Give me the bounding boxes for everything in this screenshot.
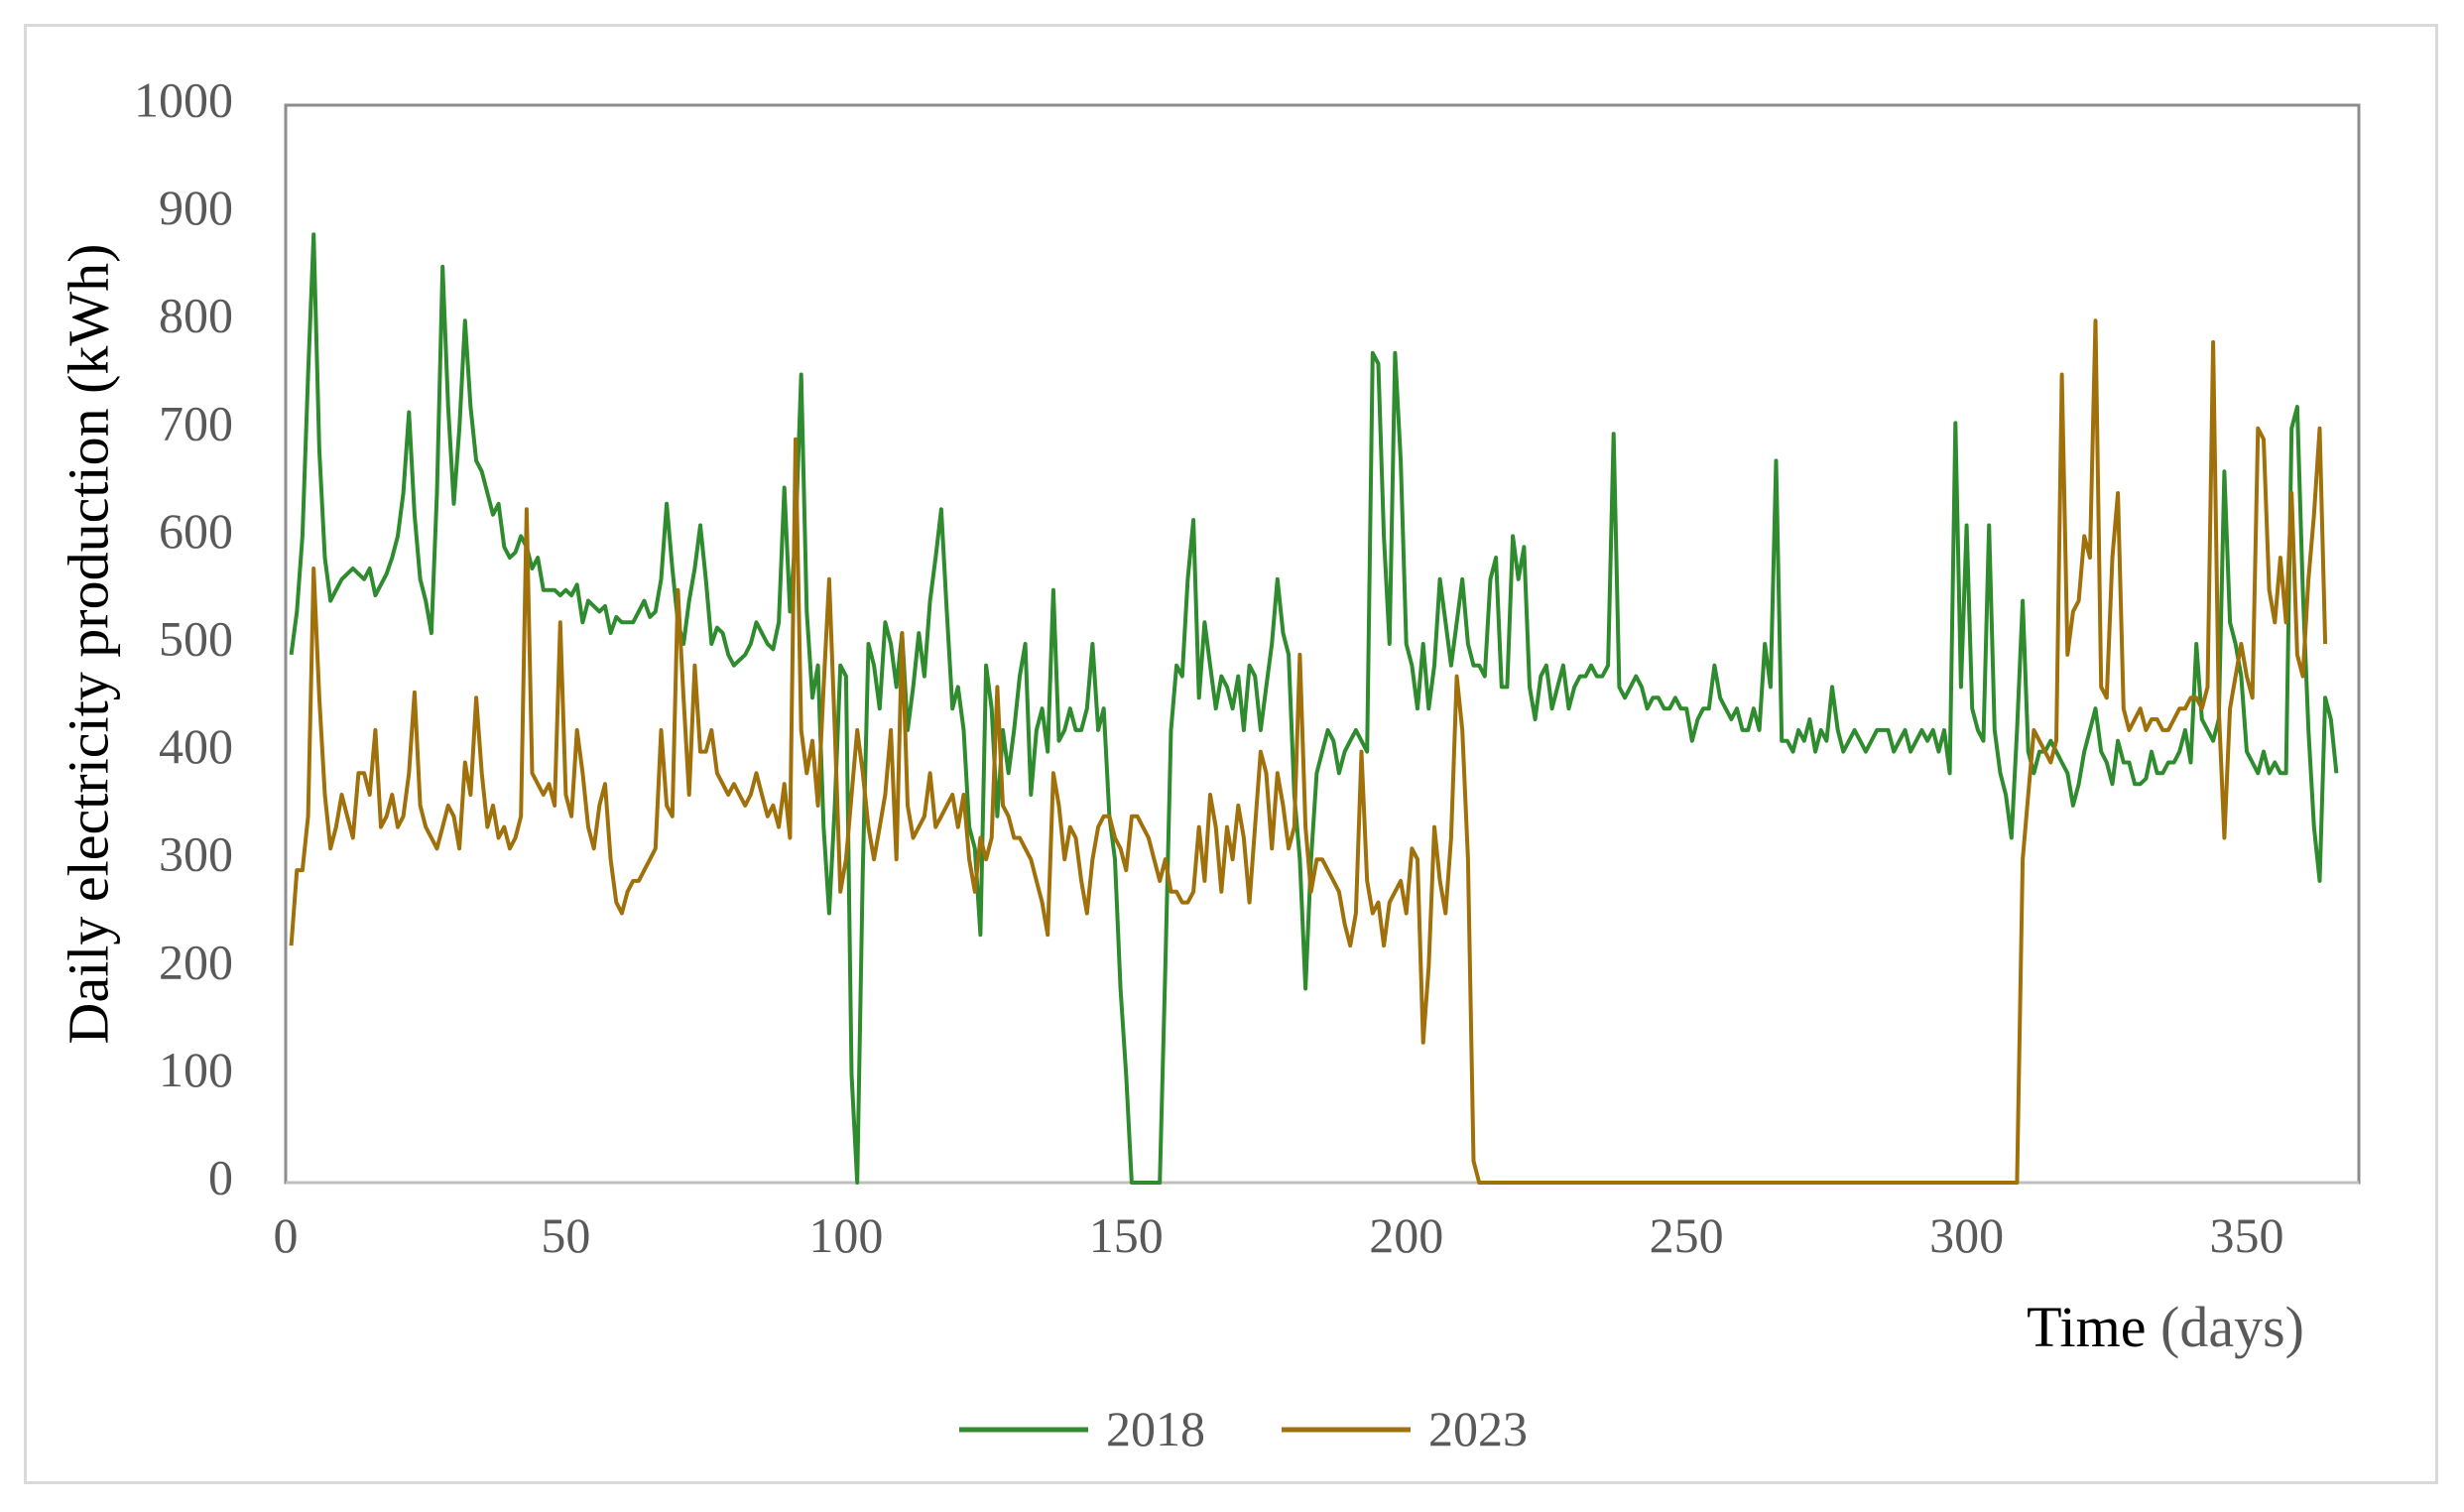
series-lines bbox=[289, 232, 2339, 1185]
legend: 2018 2023 bbox=[959, 1401, 1528, 1456]
x-tick-label: 200 bbox=[1369, 1207, 1443, 1263]
y-tick-label: 200 bbox=[159, 934, 233, 989]
chart-frame: 0 100 200 300 400 500 600 700 800 900 1000 0 50 100 1… bbox=[24, 24, 2438, 1484]
legend-label-2023: 2023 bbox=[1428, 1401, 1528, 1456]
x-axis-title-unit: (days) bbox=[2160, 1295, 2304, 1359]
x-tick-label: 0 bbox=[274, 1207, 299, 1263]
y-axis-title: Daily electricity production (kWh) bbox=[56, 244, 120, 1045]
line-chart: 0 100 200 300 400 500 600 700 800 900 1000 0 50 100 1… bbox=[56, 71, 2361, 1456]
plot-area-border bbox=[284, 103, 2361, 1185]
y-tick-label: 300 bbox=[159, 826, 233, 882]
x-tick-label: 100 bbox=[808, 1207, 883, 1263]
y-tick-label: 0 bbox=[208, 1149, 233, 1204]
x-tick-label: 150 bbox=[1089, 1207, 1164, 1263]
y-tick-label: 700 bbox=[159, 395, 233, 450]
y-tick-label: 1000 bbox=[134, 71, 233, 127]
y-tick-label: 600 bbox=[159, 503, 233, 559]
x-tick-label: 250 bbox=[1650, 1207, 1724, 1263]
x-tick-label: 350 bbox=[2210, 1207, 2284, 1263]
y-tick-label: 800 bbox=[159, 288, 233, 343]
series-line-2023 bbox=[289, 318, 2328, 1185]
legend-label-2018: 2018 bbox=[1106, 1401, 1205, 1456]
series-line-2018 bbox=[289, 232, 2339, 1185]
y-tick-label: 100 bbox=[159, 1042, 233, 1097]
x-tick-label: 300 bbox=[1929, 1207, 2004, 1263]
y-tick-label: 400 bbox=[159, 718, 233, 774]
x-axis-title: Time (days) bbox=[2027, 1295, 2304, 1359]
x-axis-title-main: Time bbox=[2027, 1295, 2146, 1359]
y-tick-label: 900 bbox=[159, 180, 233, 235]
y-axis-ticks: 0 100 200 300 400 500 600 700 800 900 1000 bbox=[134, 71, 233, 1204]
y-tick-label: 500 bbox=[159, 610, 233, 666]
x-axis-ticks: 0 50 100 150 200 250 300 350 bbox=[274, 1207, 2284, 1263]
x-tick-label: 50 bbox=[541, 1207, 590, 1263]
